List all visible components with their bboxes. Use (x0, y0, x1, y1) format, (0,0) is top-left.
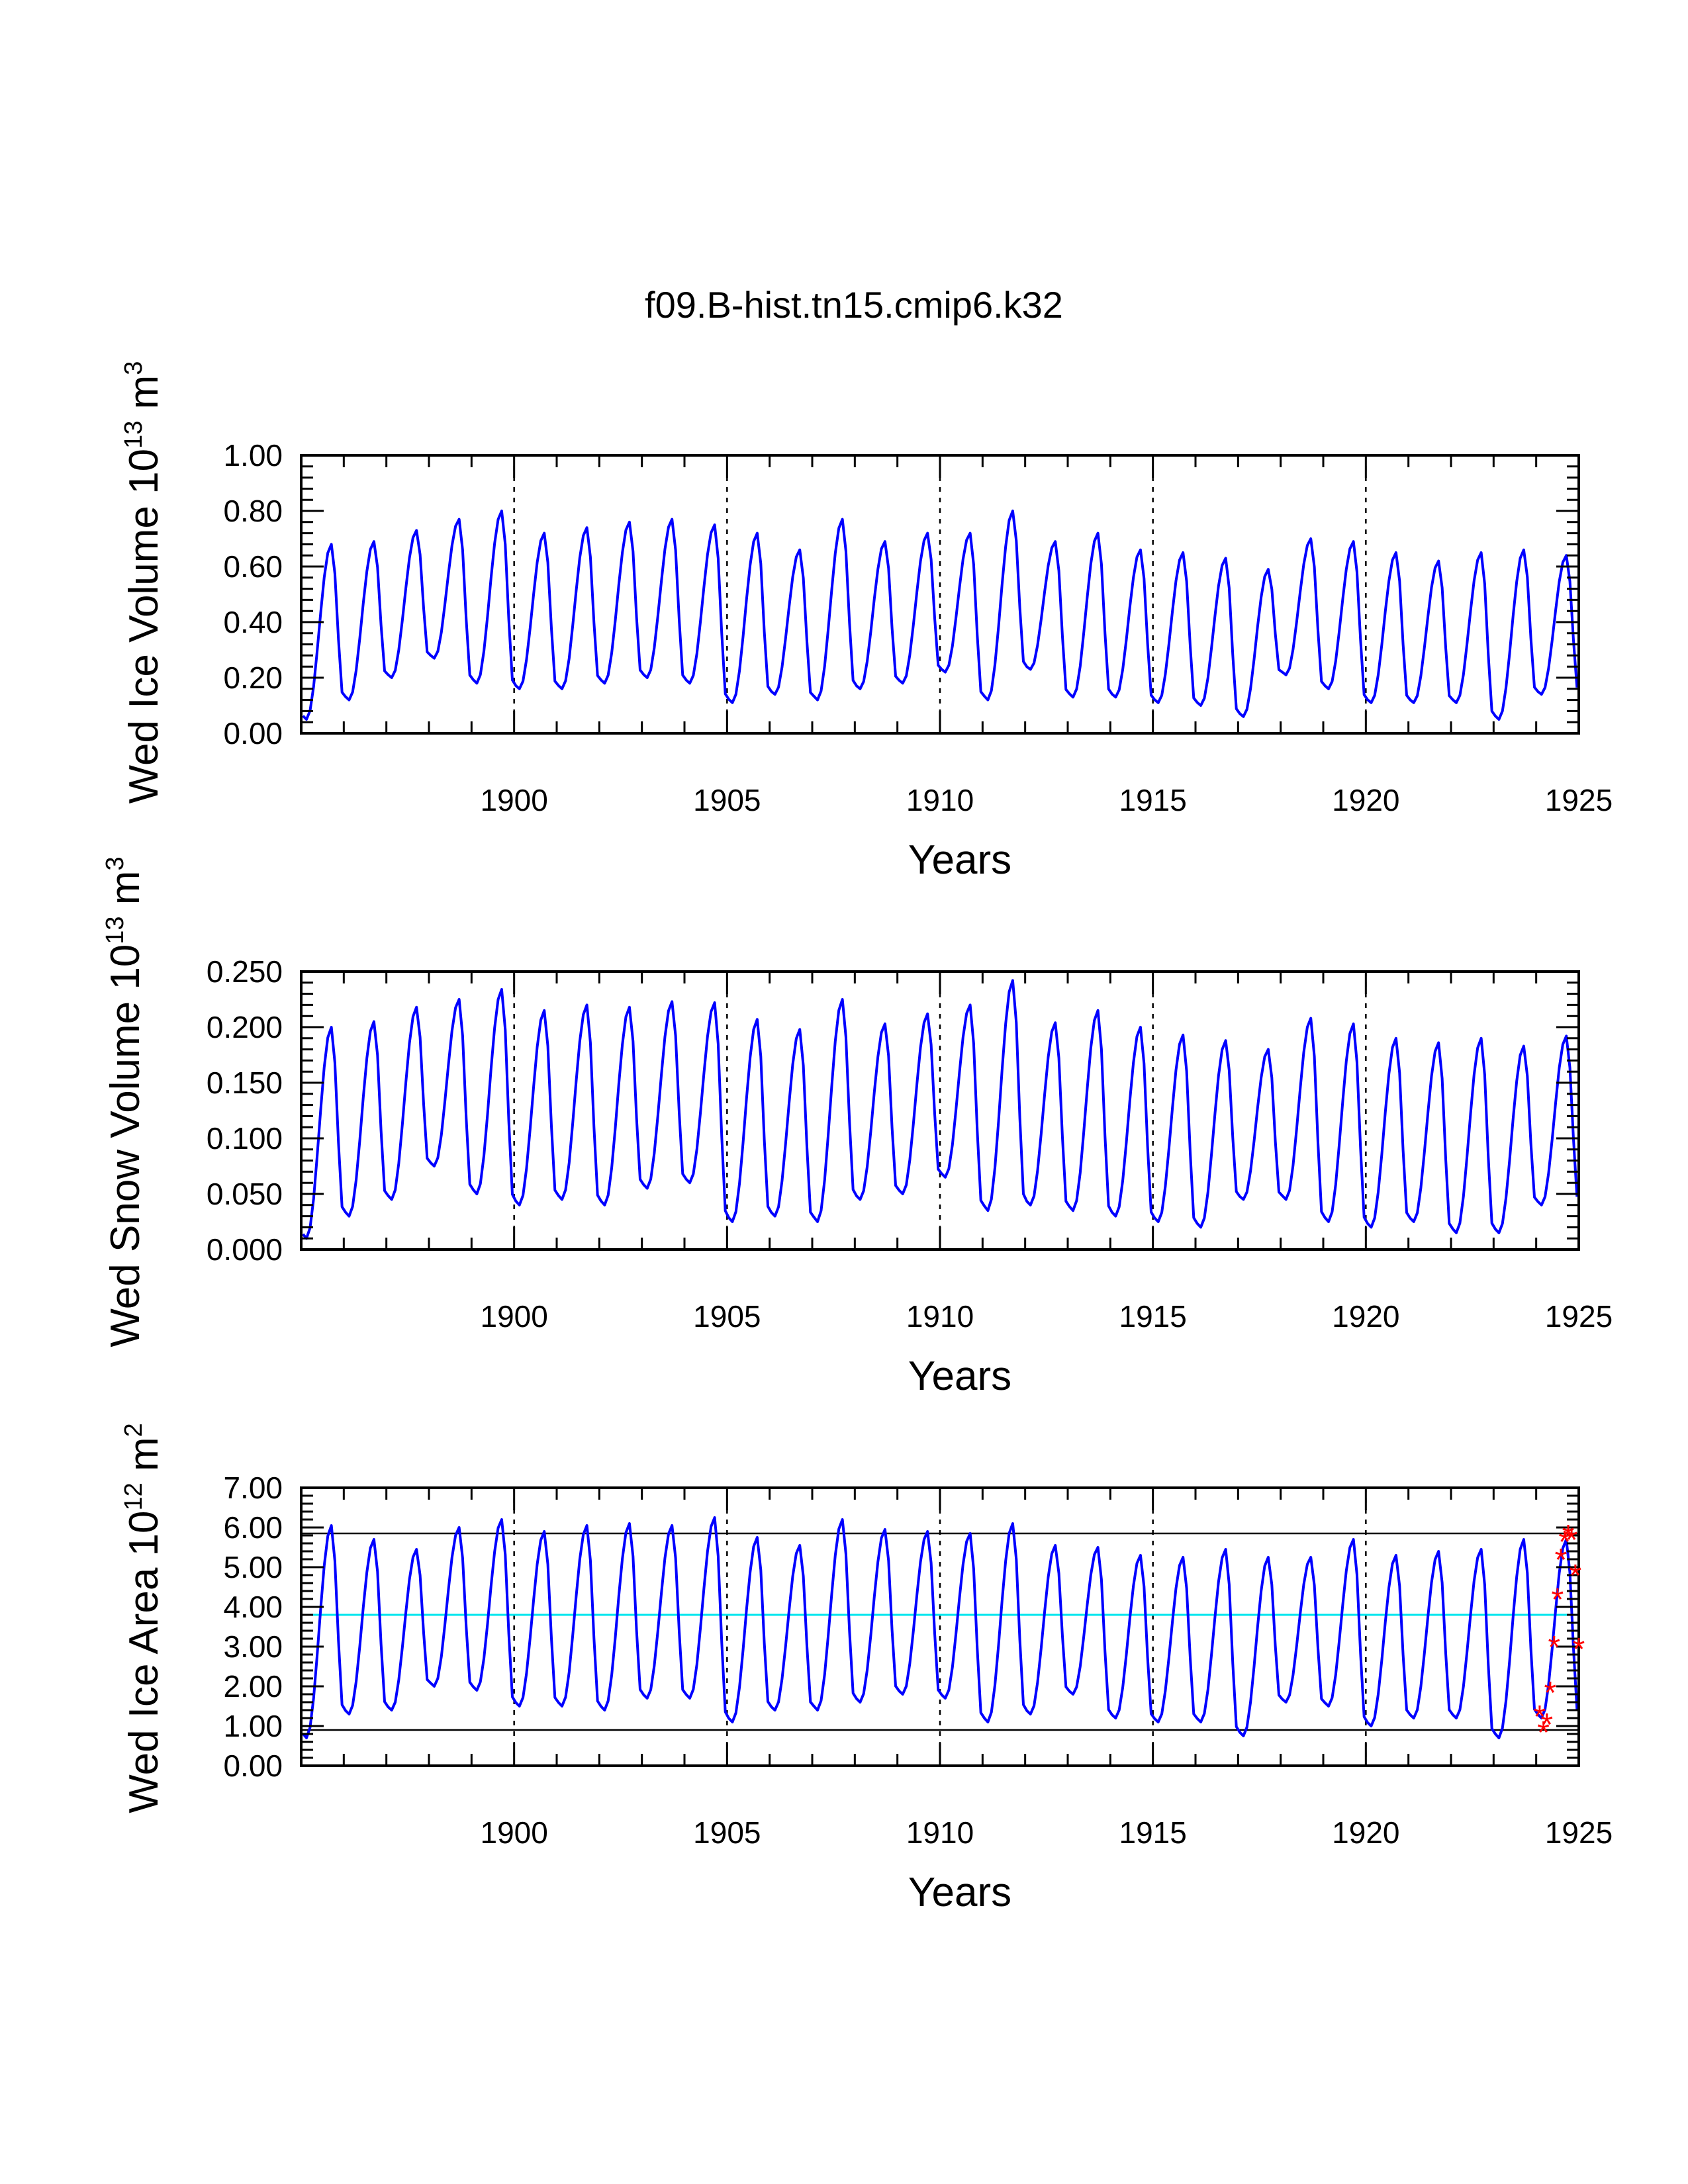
y-label-part: Wed Ice Volume 10 (121, 449, 167, 804)
y-tick-label: 2.00 (223, 1669, 283, 1704)
y-tick-label: 1.00 (223, 1709, 283, 1743)
series-line (302, 510, 1579, 721)
marker-point: * (1570, 1559, 1582, 1594)
y-label-part: m (121, 375, 167, 421)
y-label-part: 3 (120, 361, 148, 375)
y-tick-label: 0.80 (223, 494, 283, 528)
x-tick-label: 1925 (1545, 1299, 1613, 1334)
x-tick-label: 1925 (1545, 783, 1613, 817)
x-tick-label: 1905 (693, 1299, 761, 1334)
y-tick-label: 0.200 (207, 1010, 283, 1044)
y-label-part: 13 (120, 421, 148, 449)
y-tick-label: 0.60 (223, 549, 283, 584)
x-axis-label: Years (908, 1870, 1011, 1915)
y-tick-label: 0.250 (207, 954, 283, 989)
y-tick-label: 0.40 (223, 605, 283, 639)
ice-area-panel: 1900 1905 1910 1915 1920 1925 0.00 1.00 2.00 3.00… (120, 1423, 1613, 1915)
y-tick-label: 1.00 (223, 438, 283, 473)
y-tick-label: 6.00 (223, 1510, 283, 1545)
marker-point: * (1544, 1676, 1557, 1711)
y-label-part: 2 (120, 1423, 148, 1437)
marker-point: * (1558, 1525, 1571, 1560)
marker-point: * (1555, 1543, 1568, 1578)
marker-point: * (1573, 1632, 1585, 1667)
y-axis-label: Wed Ice Area 1012 m2 (120, 1423, 167, 1813)
x-tick-label: 1915 (1119, 1815, 1186, 1850)
x-tick-label: 1915 (1119, 783, 1186, 817)
y-label-part: Wed Ice Area 10 (121, 1511, 167, 1813)
y-tick-label: 0.100 (207, 1121, 283, 1156)
y-tick-label: 7.00 (223, 1471, 283, 1505)
x-tick-label: 1910 (906, 1299, 974, 1334)
x-tick-label: 1910 (906, 1815, 974, 1850)
x-tick-label: 1920 (1332, 783, 1399, 817)
ice-volume-panel: 1900 1905 1910 1915 1920 1925 0.00 0.20 0.40 0.60… (120, 361, 1613, 883)
marker-point: * (1540, 1707, 1553, 1743)
x-axis-label: Years (908, 1353, 1011, 1399)
y-label-part: m (103, 871, 148, 917)
x-tick-label: 1910 (906, 783, 974, 817)
y-label-part: 12 (120, 1482, 148, 1510)
y-label-part: 3 (101, 856, 129, 870)
y-tick-label: 0.00 (223, 1749, 283, 1783)
y-tick-label: 4.00 (223, 1590, 283, 1624)
marker-point: * (1548, 1630, 1560, 1665)
x-tick-label: 1905 (693, 1815, 761, 1850)
series-line (302, 979, 1579, 1240)
y-tick-label: 0.050 (207, 1177, 283, 1211)
x-tick-label: 1920 (1332, 1815, 1399, 1850)
y-tick-label: 5.00 (223, 1550, 283, 1584)
x-axis-label: Years (908, 837, 1011, 883)
x-tick-label: 1900 (480, 783, 547, 817)
marker-point: * (1533, 1700, 1546, 1735)
figure-title: f09.B-hist.tn15.cmip6.k32 (645, 284, 1063, 326)
y-label-part: Wed Snow Volume 10 (103, 944, 148, 1347)
marker-point: * (1537, 1715, 1550, 1751)
marker-point: * (1566, 1523, 1578, 1558)
y-tick-label: 0.000 (207, 1232, 283, 1267)
y-axis-label: Wed Ice Volume 1013 m3 (120, 361, 167, 804)
y-label-part: m (121, 1437, 167, 1482)
x-tick-label: 1925 (1545, 1815, 1613, 1850)
x-tick-label: 1915 (1119, 1299, 1186, 1334)
y-axis-label: Wed Snow Volume 1013 m3 (101, 856, 148, 1347)
y-tick-label: 0.20 (223, 660, 283, 695)
y-tick-label: 3.00 (223, 1629, 283, 1664)
x-tick-label: 1920 (1332, 1299, 1399, 1334)
y-tick-label: 0.150 (207, 1066, 283, 1100)
x-tick-label: 1905 (693, 783, 761, 817)
series-line (302, 1516, 1579, 1739)
x-tick-label: 1900 (480, 1815, 547, 1850)
y-label-part: 13 (101, 916, 129, 944)
marker-point: * (1551, 1582, 1564, 1617)
x-tick-label: 1900 (480, 1299, 547, 1334)
y-tick-label: 0.00 (223, 716, 283, 751)
marker-point: * (1562, 1519, 1575, 1554)
snow-volume-panel: 1900 1905 1910 1915 1920 1925 0.000 0.050 0.100 0… (101, 856, 1613, 1399)
panels: 1900 1905 1910 1915 1920 1925 0.00 0.20 0.40 0.60… (101, 361, 1613, 1915)
